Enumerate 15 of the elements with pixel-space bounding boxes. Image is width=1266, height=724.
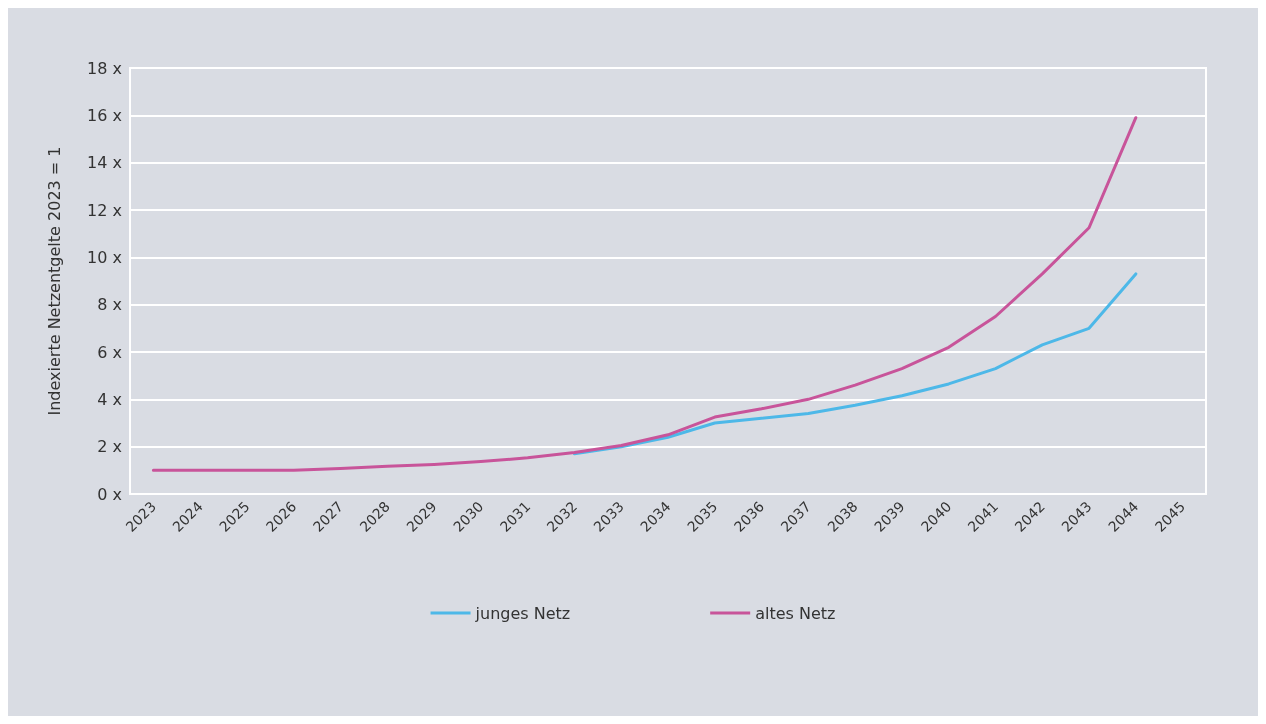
y-axis-title: Indexierte Netzentgelte 2023 = 1 <box>44 146 64 416</box>
y-tick-label: 12 x <box>87 200 122 220</box>
y-tick-label: 6 x <box>97 342 122 362</box>
y-tick-label: 18 x <box>87 58 122 78</box>
y-tick-label: 8 x <box>97 295 122 315</box>
y-tick-label: 16 x <box>87 105 122 125</box>
legend-label: altes Netz <box>755 603 836 623</box>
legend-label: junges Netz <box>474 603 571 623</box>
y-tick-label: 4 x <box>97 389 122 409</box>
line-series <box>151 116 1138 472</box>
y-tick-label: 2 x <box>97 437 122 457</box>
y-tick-label: 14 x <box>87 153 122 173</box>
y-tick-label: 0 x <box>97 484 122 504</box>
y-tick-label: 10 x <box>87 247 122 267</box>
line-series <box>572 272 1138 456</box>
